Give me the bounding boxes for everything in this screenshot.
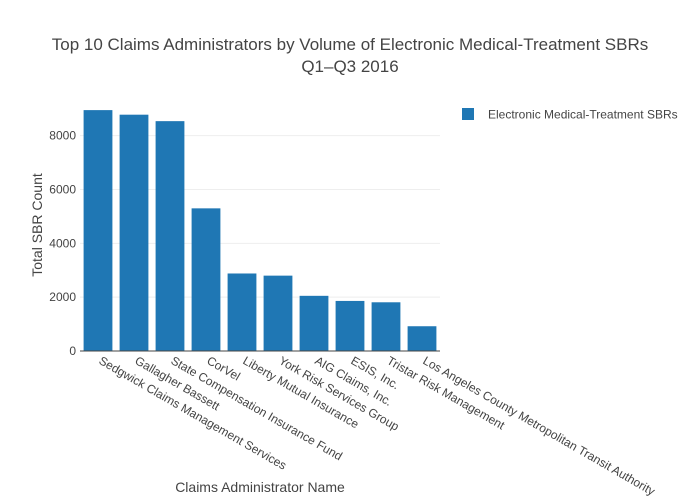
y-axis-title: Total SBR Count (29, 173, 45, 277)
bar[interactable] (119, 114, 149, 352)
bar[interactable] (335, 300, 365, 351)
bar[interactable] (155, 121, 185, 351)
y-tick-label: 4000 (49, 236, 76, 250)
bar[interactable] (227, 273, 257, 351)
x-axis-title: Claims Administrator Name (175, 479, 345, 495)
y-tick-label: 8000 (49, 129, 76, 143)
chart-title-line-2: Q1–Q3 2016 (301, 57, 398, 76)
bar[interactable] (83, 110, 113, 352)
y-tick-label: 0 (69, 344, 76, 358)
bars (83, 110, 437, 352)
chart-title-line-1: Top 10 Claims Administrators by Volume o… (52, 35, 649, 54)
y-tick-label: 6000 (49, 183, 76, 197)
bar[interactable] (191, 208, 221, 351)
bar[interactable] (407, 326, 437, 351)
bar[interactable] (263, 275, 293, 351)
bar[interactable] (371, 302, 401, 351)
legend-label: Electronic Medical-Treatment SBRs (488, 108, 678, 122)
y-tick-label: 2000 (49, 290, 76, 304)
bar[interactable] (299, 295, 329, 351)
legend[interactable]: Electronic Medical-Treatment SBRs (462, 108, 678, 122)
legend-swatch (462, 108, 474, 120)
